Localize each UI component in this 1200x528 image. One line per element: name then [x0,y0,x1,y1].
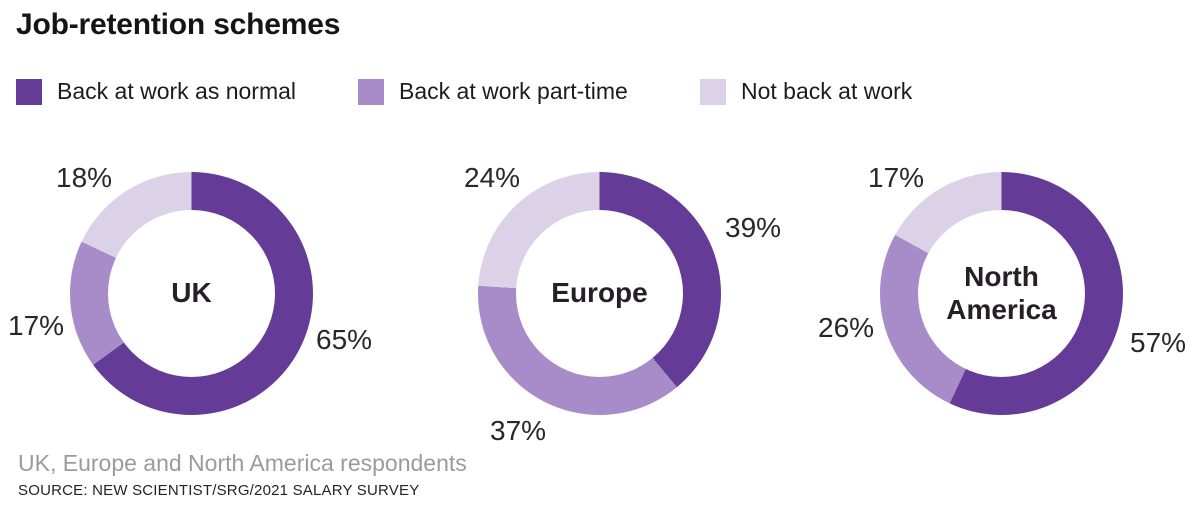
legend-item-not-back: Not back at work [700,78,912,105]
pct-label-uk-part-time: 17% [8,310,65,341]
pct-label-europe-not-back: 24% [464,162,521,193]
legend-swatch-light-purple [700,78,726,105]
chart-title: Job-retention schemes [16,8,341,41]
pct-label-europe-normal: 39% [725,212,782,243]
donut-center-label-europe: Europe [551,277,648,309]
legend-label: Not back at work [741,78,913,104]
donut-chart-europe: Europe 24% 39% 37% [464,162,781,446]
donut-hole [918,210,1085,377]
donut-chart-north-america: North America 17% 26% 57% [818,162,1186,415]
legend-swatch-dark-purple [16,78,42,105]
pct-label-europe-part-time: 37% [490,415,547,446]
legend-item-back-part-time: Back at work part-time [358,78,628,105]
legend-label: Back at work part-time [399,78,628,104]
legend-label: Back at work as normal [57,78,297,104]
legend-item-back-normal: Back at work as normal [16,78,296,105]
donut-center-label-uk: UK [171,277,212,309]
pct-label-uk-normal: 65% [316,324,373,355]
legend: Back at work as normal Back at work part… [0,78,1200,108]
pct-label-uk-not-back: 18% [56,162,113,193]
respondents-note: UK, Europe and North America respondents [18,450,467,476]
source-credit: SOURCE: NEW SCIENTIST/SRG/2021 SALARY SU… [18,482,420,499]
pct-label-na-not-back: 17% [868,162,925,193]
donut-chart-uk: UK 18% 17% 65% [8,162,372,415]
pct-label-na-normal: 57% [1130,327,1187,358]
legend-swatch-medium-purple [358,78,384,105]
pct-label-na-part-time: 26% [818,312,875,343]
donut-hole [516,210,683,377]
donut-center-label-north-america: North America [946,261,1057,325]
donut-hole [108,210,275,377]
